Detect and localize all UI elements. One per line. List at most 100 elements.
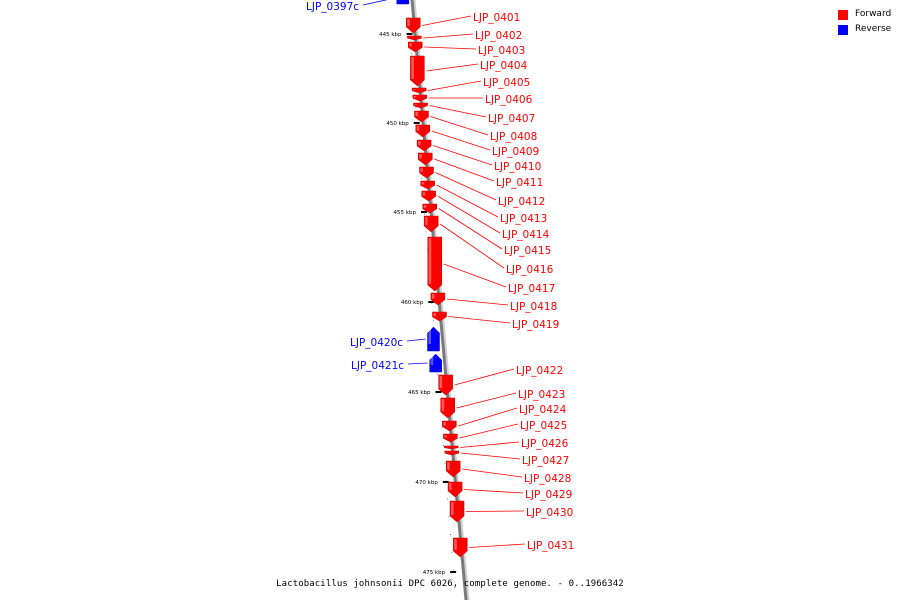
gene-label-ljp_0406[interactable]: LJP_0406 <box>485 94 533 106</box>
gene-highlight <box>411 57 414 79</box>
gene-arrow-ljp_0409[interactable] <box>415 124 431 138</box>
gene-label-ljp_0407[interactable]: LJP_0407 <box>488 113 535 125</box>
gene-label-ljp_0424[interactable]: LJP_0424 <box>519 404 567 416</box>
gene-label-ljp_0425[interactable]: LJP_0425 <box>520 420 567 432</box>
gene-label-ljp_0431[interactable]: LJP_0431 <box>527 540 574 552</box>
gene-arrow-ljp_0404[interactable] <box>410 55 425 87</box>
gene-arrow-ljp_0417[interactable] <box>427 236 443 292</box>
gene-arrow-ljp_0419[interactable] <box>432 311 447 322</box>
gene-arrow-ljp_0431[interactable] <box>453 537 468 558</box>
gene-arrow-ljp_0397c[interactable] <box>396 0 410 5</box>
gene-label-ljp_0423[interactable]: LJP_0423 <box>518 389 565 401</box>
gene-arrow-ljp_0407[interactable] <box>413 102 428 109</box>
gene-arrow-ljp_0414[interactable] <box>421 190 436 202</box>
gene-arrow-ljp_0430[interactable] <box>449 500 465 523</box>
gene-label-ljp_0405[interactable]: LJP_0405 <box>483 77 530 89</box>
gene-highlight <box>425 217 428 225</box>
gene-leader-line <box>462 468 523 478</box>
gene-arrow-ljp_0428[interactable] <box>445 460 461 478</box>
ruler-major-tick <box>435 391 442 393</box>
gene-leader-line <box>448 316 511 324</box>
ruler-tick-label: 470 kbp <box>415 480 438 486</box>
gene-arrow-ljp_0411[interactable] <box>418 152 433 166</box>
gene-label-ljp_0410[interactable]: LJP_0410 <box>494 161 541 173</box>
ruler-minor-tick <box>448 516 450 518</box>
gene-highlight <box>407 19 410 26</box>
gene-leader-line <box>407 362 428 365</box>
gene-arrow-ljp_0424[interactable] <box>442 420 457 432</box>
ruler-minor-tick <box>424 213 426 215</box>
gene-label-ljp_0414[interactable]: LJP_0414 <box>502 229 550 241</box>
gene-label-ljp_0427[interactable]: LJP_0427 <box>522 455 569 467</box>
gene-leader-line <box>424 46 477 50</box>
gene-highlight <box>447 462 450 470</box>
gene-leader-line <box>443 263 507 288</box>
gene-label-ljp_0421c[interactable]: LJP_0421c <box>351 360 404 372</box>
forward-swatch-icon <box>838 10 848 20</box>
legend: Forward Reverse <box>838 8 900 38</box>
gene-label-ljp_0413[interactable]: LJP_0413 <box>500 213 547 225</box>
gene-leader-line <box>460 452 521 460</box>
gene-label-ljp_0417[interactable]: LJP_0417 <box>508 283 555 295</box>
gene-label-ljp_0408[interactable]: LJP_0408 <box>490 131 537 143</box>
ruler-tick-label: 450 kbp <box>386 121 409 127</box>
ruler-minor-tick <box>426 249 428 251</box>
ruler-major-tick <box>428 301 435 303</box>
gene-label-ljp_0404[interactable]: LJP_0404 <box>480 60 528 72</box>
gene-label-ljp_0397c[interactable]: LJP_0397c <box>306 1 359 13</box>
gene-arrow-ljp_0421c[interactable] <box>429 353 442 373</box>
gene-leader-line <box>362 0 388 6</box>
legend-forward-label: Forward <box>855 9 892 19</box>
gene-leader-line <box>423 33 474 39</box>
gene-arrow-ljp_0422[interactable] <box>438 374 453 396</box>
ruler-minor-tick <box>425 231 427 233</box>
gene-label-ljp_0402[interactable]: LJP_0402 <box>475 30 522 42</box>
gene-leader-line <box>438 208 503 250</box>
gene-arrow-ljp_0402[interactable] <box>407 35 422 41</box>
gene-arrow-ljp_0415[interactable] <box>422 203 438 214</box>
gene-arrow-ljp_0406[interactable] <box>412 94 428 102</box>
gene-arrow-ljp_0410[interactable] <box>416 139 432 152</box>
gene-arrow-ljp_0420c[interactable] <box>427 326 440 352</box>
gene-leader-line <box>466 510 525 512</box>
gene-label-ljp_0411[interactable]: LJP_0411 <box>496 177 543 189</box>
ruler-tick-label: 455 kbp <box>394 210 417 216</box>
gene-leader-line <box>428 80 482 91</box>
gene-arrow-ljp_0426[interactable] <box>444 445 459 450</box>
gene-arrow-ljp_0405[interactable] <box>411 87 427 94</box>
gene-arrow-ljp_0416[interactable] <box>423 215 439 233</box>
gene-label-ljp_0429[interactable]: LJP_0429 <box>525 489 572 501</box>
gene-arrow-ljp_0403[interactable] <box>407 41 423 53</box>
gene-label-ljp_0401[interactable]: LJP_0401 <box>473 12 520 24</box>
gene-label-ljp_0416[interactable]: LJP_0416 <box>506 264 554 276</box>
gene-label-ljp_0415[interactable]: LJP_0415 <box>504 245 551 257</box>
gene-arrow-ljp_0401[interactable] <box>406 17 421 34</box>
gene-highlight <box>439 376 443 388</box>
gene-leader-line <box>426 63 479 72</box>
gene-label-ljp_0418[interactable]: LJP_0418 <box>510 301 557 313</box>
gene-arrow-ljp_0418[interactable] <box>430 292 446 306</box>
gene-highlight <box>449 483 452 490</box>
gene-arrow-ljp_0427[interactable] <box>444 450 460 456</box>
gene-label-ljp_0430[interactable]: LJP_0430 <box>526 507 573 519</box>
gene-label-ljp_0426[interactable]: LJP_0426 <box>521 438 569 450</box>
gene-label-ljp_0428[interactable]: LJP_0428 <box>524 473 571 485</box>
gene-arrow-ljp_0413[interactable] <box>420 180 435 190</box>
ruler-tick-label: 445 kbp <box>379 32 402 38</box>
gene-label-ljp_0409[interactable]: LJP_0409 <box>492 146 539 158</box>
gene-arrow-ljp_0408[interactable] <box>414 110 429 123</box>
gene-highlight <box>444 435 447 438</box>
gene-leader-line <box>458 407 518 427</box>
gene-label-ljp_0422[interactable]: LJP_0422 <box>516 365 563 377</box>
gene-highlight <box>414 104 417 105</box>
gene-label-ljp_0419[interactable]: LJP_0419 <box>512 319 559 331</box>
gene-arrow-ljp_0429[interactable] <box>447 481 463 498</box>
ruler-major-tick <box>450 571 457 573</box>
gene-arrow-ljp_0423[interactable] <box>440 397 455 419</box>
gene-arrow-ljp_0412[interactable] <box>419 166 434 179</box>
gene-arrow-ljp_0425[interactable] <box>443 433 458 443</box>
gene-label-ljp_0412[interactable]: LJP_0412 <box>498 196 545 208</box>
gene-label-ljp_0420c[interactable]: LJP_0420c <box>350 337 403 349</box>
gene-label-ljp_0403[interactable]: LJP_0403 <box>478 45 525 57</box>
